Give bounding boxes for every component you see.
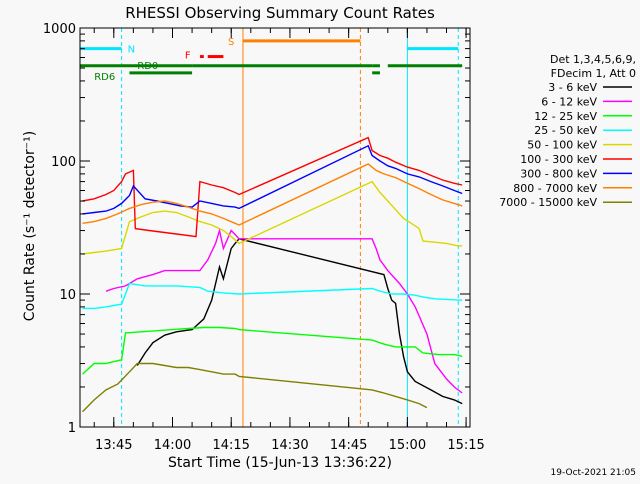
legend: Det 1,3,4,5,6,9,FDecim 1, Att 03 - 6 keV…	[499, 53, 636, 209]
y-tick-label: 10	[59, 288, 76, 303]
saa-label: S	[228, 37, 234, 48]
x-tick-label: 15:00	[389, 438, 426, 453]
series-line-5	[82, 136, 463, 238]
x-axis: 13:45 14:00 14:15 14:30 14:45 15:00 15:15	[93, 28, 485, 453]
x-tick-label: 14:30	[271, 438, 308, 453]
x-tick-label: 14:15	[212, 438, 249, 453]
chart-title: RHESSI Observing Summary Count Rates	[125, 4, 435, 22]
rd0-label: RD0	[137, 61, 158, 72]
night-label: N	[128, 45, 135, 56]
rd6-label: RD6	[94, 72, 115, 83]
legend-entry-label: 100 - 300 keV	[520, 153, 597, 166]
x-tick-label: 14:45	[330, 438, 367, 453]
legend-entry-label: 3 - 6 keV	[548, 81, 597, 94]
legend-header-line: Det 1,3,4,5,6,9,	[550, 53, 636, 66]
series-line-0	[136, 238, 463, 405]
legend-header-line: FDecim 1, Att 0	[551, 67, 636, 80]
series-line-1	[105, 227, 463, 394]
x-axis-label: Start Time (15-Jun-13 13:36:22)	[168, 455, 392, 471]
legend-entry-label: 50 - 100 keV	[527, 139, 597, 152]
legend-entry-label: 12 - 25 keV	[534, 110, 597, 123]
x-tick-label: 13:45	[95, 438, 132, 453]
series-line-8	[82, 362, 428, 413]
series-line-2	[82, 326, 463, 375]
series-line-6	[82, 144, 463, 215]
series-line-7	[82, 163, 463, 226]
series-line-3	[82, 282, 463, 310]
legend-entry-label: 7000 - 15000 keV	[499, 196, 597, 209]
plot-lines: N F S RD0 RD6	[80, 28, 463, 427]
y-tick-label: 100	[51, 155, 76, 170]
legend-entry-label: 300 - 800 keV	[520, 167, 597, 180]
x-tick-label: 14:00	[154, 438, 191, 453]
y-tick-label: 1000	[43, 22, 76, 37]
timestamp-footer: 19-Oct-2021 21:05	[551, 468, 636, 478]
series-line-4	[82, 180, 463, 255]
plot-frame	[79, 27, 471, 428]
x-tick-label: 15:15	[447, 438, 484, 453]
y-tick-label: 1	[68, 421, 76, 436]
flare-label: F	[185, 51, 191, 62]
y-axis: 1 10 100 1000	[43, 22, 470, 436]
legend-entry-label: 25 - 50 keV	[534, 124, 597, 137]
legend-entry-label: 800 - 7000 keV	[513, 182, 597, 195]
legend-entry-label: 6 - 12 keV	[541, 95, 597, 108]
y-axis-label: Count Rate (s⁻¹ detector⁻¹)	[22, 131, 38, 321]
